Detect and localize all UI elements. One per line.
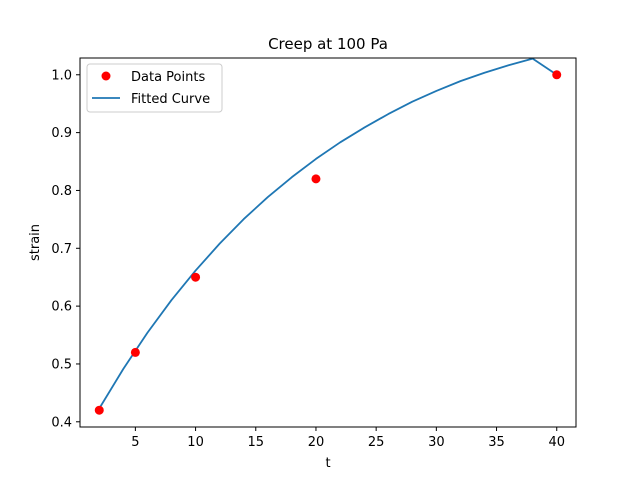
plot-content [94, 57, 562, 415]
x-axis-label: t [325, 456, 330, 471]
x-tick-label: 20 [308, 435, 325, 450]
data-point [191, 272, 201, 282]
y-tick-label: 0.7 [51, 242, 72, 257]
legend: Data Points Fitted Curve [86, 63, 223, 113]
fitted-curve-line [98, 57, 558, 409]
x-tick-label: 25 [368, 435, 385, 450]
y-axis: 0.4 0.5 0.6 0.7 0.8 0.9 1.0 [51, 68, 80, 430]
x-tick-label: 15 [247, 435, 264, 450]
y-tick-label: 0.9 [51, 126, 72, 141]
x-tick-label: 30 [428, 435, 445, 450]
plot-frame [79, 57, 577, 428]
legend-label-data-points: Data Points [131, 70, 205, 85]
y-tick-label: 1.0 [51, 68, 72, 83]
data-point [552, 70, 562, 80]
x-tick-label: 5 [131, 435, 139, 450]
y-tick-label: 0.6 [51, 300, 72, 315]
data-point [130, 347, 140, 357]
x-axis: 5 10 15 20 25 30 35 40 [131, 427, 565, 450]
data-point [311, 174, 321, 184]
y-tick-label: 0.8 [51, 184, 72, 199]
y-tick-label: 0.4 [51, 415, 72, 430]
legend-label-fitted-curve: Fitted Curve [131, 92, 210, 107]
legend-marker-data-points [101, 71, 111, 81]
chart-title: Creep at 100 Pa [268, 35, 388, 53]
legend-box [86, 63, 223, 113]
x-tick-label: 10 [187, 435, 204, 450]
x-tick-label: 40 [548, 435, 565, 450]
y-axis-label: strain [28, 224, 43, 261]
y-tick-label: 0.5 [51, 357, 72, 372]
x-tick-label: 35 [488, 435, 505, 450]
data-point [94, 405, 104, 415]
